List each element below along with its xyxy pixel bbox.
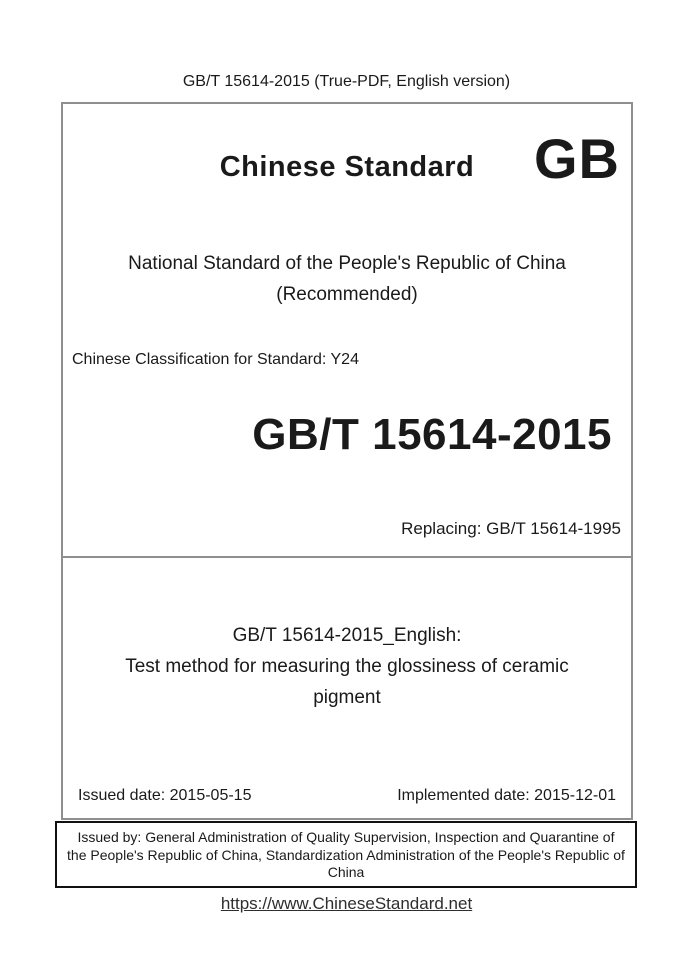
issuer-line2: the People's Republic of China, Standard… [67,846,625,863]
english-title-line1: GB/T 15614-2015_English: [232,625,462,646]
brand-title: Chinese Standard [219,151,475,183]
national-standard-block: National Standard of the People's Republ… [63,248,631,310]
english-title-line3: pigment [313,687,381,708]
standard-code: GB/T 15614-2015 [252,410,612,459]
implemented-date-label: Implemented date: 2015-12-01 [397,787,616,804]
national-standard-line1: National Standard of the People's Republ… [128,253,566,274]
footer-link[interactable]: https://www.ChineseStandard.net [220,894,473,913]
cover-bottom-section: GB/T 15614-2015_English: Test method for… [63,558,631,818]
issuer-box: Issued by: General Administration of Qua… [55,821,637,888]
issued-date-label: Issued date: 2015-05-15 [78,787,252,804]
issuer-line3: China [327,864,365,880]
classification-label: Chinese Classification for Standard: Y24 [72,351,359,368]
issuer-line1: Issued by: General Administration of Qua… [77,829,615,845]
cover-box: Chinese Standard GB National Standard of… [61,102,633,820]
gb-logo: GB [534,127,620,190]
page-header: GB/T 15614-2015 (True-PDF, English versi… [182,73,511,90]
national-standard-line2: (Recommended) [276,284,418,305]
english-title-line2: Test method for measuring the glossiness… [125,656,569,677]
english-title-block: GB/T 15614-2015_English: Test method for… [63,620,631,713]
replacing-label: Replacing: GB/T 15614-1995 [401,519,621,538]
cover-top-section: Chinese Standard GB National Standard of… [63,104,631,558]
